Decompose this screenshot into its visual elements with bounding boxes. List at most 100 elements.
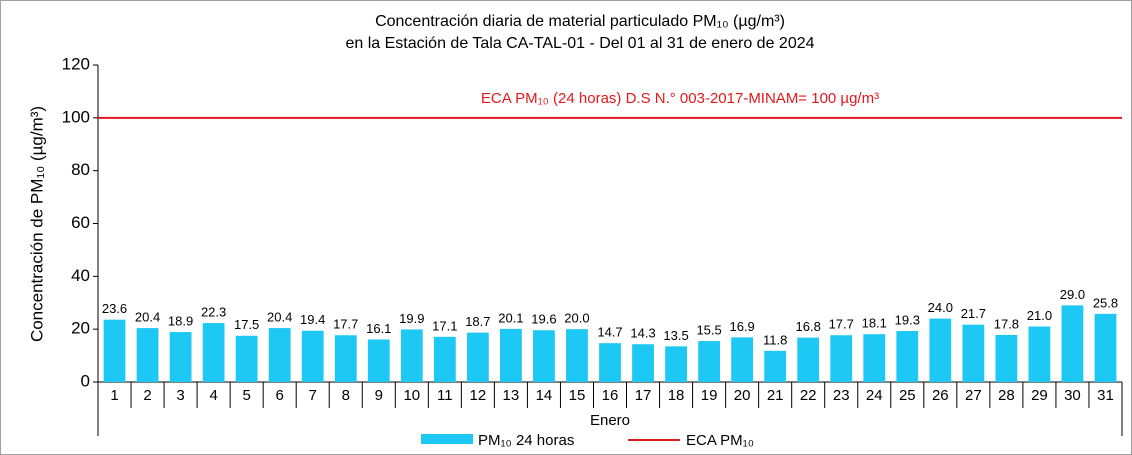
x-tick-label: 27 — [965, 387, 982, 404]
reference-label: ECA PM₁₀ (24 horas) D.S N.° 003-2017-MIN… — [481, 90, 879, 107]
value-label: 16.8 — [796, 319, 821, 334]
y-tick-label: 0 — [81, 371, 90, 390]
value-label: 20.4 — [135, 310, 160, 325]
x-tick-label: 22 — [800, 387, 817, 404]
value-label: 20.0 — [564, 311, 589, 326]
value-label: 21.0 — [1027, 308, 1052, 323]
y-axis-label: Concentración de PM₁₀ (µg/m³) — [27, 106, 46, 342]
bar — [400, 329, 423, 382]
bar — [698, 341, 720, 382]
bar — [1061, 305, 1084, 382]
bar — [896, 331, 919, 382]
value-label: 19.4 — [300, 312, 325, 327]
x-tick-label: 18 — [668, 387, 685, 404]
bar — [632, 344, 654, 382]
bar — [433, 336, 456, 382]
value-label: 15.5 — [696, 322, 721, 337]
chart-subtitle: en la Estación de Tala CA-TAL-01 - Del 0… — [345, 35, 814, 52]
x-tick-label: 24 — [866, 387, 883, 404]
x-tick-label: 4 — [209, 387, 217, 404]
y-tick-label: 120 — [62, 54, 90, 73]
value-label: 18.9 — [168, 314, 193, 329]
x-axis-label: Enero — [590, 412, 630, 429]
x-tick-label: 23 — [833, 387, 850, 404]
x-tick-label: 11 — [437, 387, 453, 404]
x-tick-label: 20 — [734, 387, 751, 404]
value-label: 29.0 — [1060, 287, 1085, 302]
value-label: 13.5 — [663, 328, 688, 343]
bar — [334, 335, 357, 382]
x-tick-label: 12 — [470, 387, 487, 404]
x-tick-label: 16 — [602, 387, 619, 404]
value-label: 19.9 — [399, 311, 424, 326]
x-tick-label: 19 — [701, 387, 718, 404]
bar — [1028, 326, 1051, 382]
x-tick-label: 9 — [375, 387, 383, 404]
bar — [929, 318, 952, 382]
value-label: 17.7 — [829, 317, 854, 332]
y-tick-label: 80 — [71, 160, 90, 179]
x-tick-label: 28 — [998, 387, 1015, 404]
y-tick-label: 40 — [71, 266, 90, 285]
bar — [533, 330, 555, 382]
value-label: 17.5 — [234, 317, 259, 332]
x-tick-label: 7 — [309, 387, 317, 404]
value-label: 14.3 — [630, 326, 655, 341]
x-tick-label: 31 — [1097, 387, 1114, 404]
bar — [962, 324, 985, 382]
bar — [500, 328, 522, 382]
x-tick-label: 3 — [176, 387, 184, 404]
value-label: 17.1 — [432, 318, 457, 333]
bar — [367, 339, 390, 382]
value-label: 18.1 — [862, 316, 887, 331]
x-tick-label: 13 — [503, 387, 520, 404]
y-tick-label: 20 — [71, 319, 90, 338]
x-tick-label: 5 — [242, 387, 250, 404]
bar — [169, 332, 192, 382]
value-label: 19.6 — [531, 312, 556, 327]
bar — [235, 335, 258, 382]
bar — [202, 323, 225, 382]
value-label: 25.8 — [1093, 295, 1118, 310]
legend-label: PM₁₀ 24 horas — [478, 432, 574, 449]
bar — [103, 319, 126, 382]
x-tick-label: 15 — [569, 387, 586, 404]
x-tick-label: 29 — [1031, 387, 1048, 404]
legend-label: ECA PM₁₀ — [686, 432, 754, 449]
bar — [764, 350, 787, 382]
value-label: 21.7 — [961, 306, 986, 321]
value-label: 11.8 — [763, 332, 787, 347]
x-tick-label: 8 — [342, 387, 350, 404]
value-label: 20.4 — [267, 310, 292, 325]
value-label: 20.1 — [498, 310, 523, 325]
y-tick-label: 100 — [62, 107, 90, 126]
bar — [136, 328, 159, 382]
value-label: 16.9 — [729, 319, 754, 334]
y-tick-label: 60 — [71, 213, 90, 232]
bar — [863, 334, 886, 382]
value-label: 18.7 — [465, 314, 490, 329]
x-tick-label: 25 — [899, 387, 916, 404]
bar — [466, 332, 489, 382]
value-label: 19.3 — [895, 312, 920, 327]
value-label: 17.8 — [994, 316, 1019, 331]
x-tick-label: 30 — [1064, 387, 1081, 404]
bar — [731, 337, 754, 382]
bar — [830, 335, 853, 382]
x-tick-label: 17 — [635, 387, 652, 404]
chart-title: Concentración diaria de material particu… — [375, 13, 785, 30]
bar — [599, 343, 621, 382]
bar — [797, 337, 820, 382]
x-tick-label: 1 — [110, 387, 118, 404]
bar — [995, 334, 1018, 382]
x-tick-label: 10 — [403, 387, 420, 404]
value-label: 17.7 — [333, 317, 358, 332]
value-label: 23.6 — [102, 301, 127, 316]
value-label: 14.7 — [597, 325, 622, 340]
bar — [1094, 313, 1117, 382]
value-label: 16.1 — [366, 321, 391, 336]
value-label: 22.3 — [201, 305, 226, 320]
x-tick-label: 21 — [767, 387, 784, 404]
